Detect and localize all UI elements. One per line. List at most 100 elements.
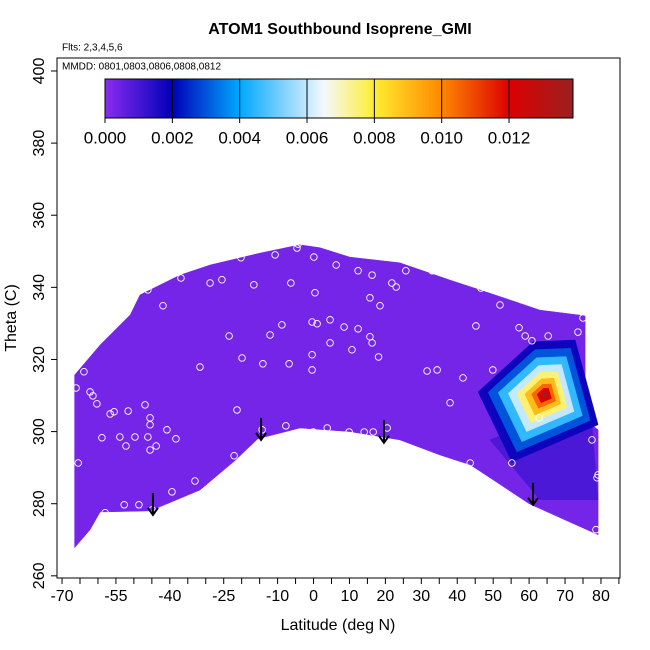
flight-point <box>446 398 454 407</box>
flight-point <box>196 363 204 371</box>
flight-point <box>287 279 295 287</box>
flight-point <box>172 435 180 443</box>
flight-point <box>521 332 529 340</box>
flight-point <box>294 240 302 248</box>
flight-point <box>237 254 245 262</box>
flight-point <box>110 408 118 416</box>
flight-point <box>326 316 334 324</box>
flight-point <box>309 428 317 436</box>
flight-point <box>588 436 596 444</box>
flight-point <box>106 410 114 418</box>
flight-point <box>345 428 353 436</box>
flight-point <box>459 374 467 382</box>
flight-point <box>120 501 128 509</box>
flight-point <box>135 501 143 509</box>
flight-point <box>311 289 319 297</box>
flight-point <box>271 251 279 259</box>
flight-point <box>89 392 97 400</box>
flight-point <box>282 422 290 430</box>
flight-point <box>354 325 362 333</box>
flight-point <box>323 424 331 432</box>
flight-point <box>116 433 124 441</box>
flight-point <box>437 455 445 464</box>
flight-point <box>177 274 185 282</box>
flight-point <box>308 318 316 326</box>
flight-point <box>528 336 536 345</box>
flight-point <box>592 525 600 534</box>
flight-point <box>152 442 160 450</box>
flight-point <box>544 332 552 340</box>
flight-point <box>310 253 318 261</box>
colorbar-tick-label: 0.008 <box>353 128 396 147</box>
x-tick-label: 20 <box>376 588 394 605</box>
flight-point <box>163 426 171 434</box>
field-level <box>541 392 548 399</box>
flight-point <box>308 351 316 359</box>
flight-point <box>388 279 396 287</box>
flight-point <box>332 261 340 269</box>
flight-point <box>477 284 485 292</box>
flight-point <box>124 407 132 415</box>
flight-point <box>313 320 321 328</box>
colorbar-tick-label: 0.002 <box>151 128 194 147</box>
flight-point <box>433 366 441 374</box>
flight-point <box>250 281 258 289</box>
y-tick-label: 260 <box>31 562 48 589</box>
x-tick-label: 70 <box>556 588 574 605</box>
chart-title: ATOM1 Southbound Isoprene_GMI <box>208 21 471 38</box>
subtitle: Flts: 2,3,4,5,6 <box>62 43 123 54</box>
flight-point <box>354 267 362 275</box>
flight-point <box>496 301 504 309</box>
flight-point <box>340 323 348 331</box>
y-tick-label: 380 <box>31 130 48 157</box>
flight-point <box>206 279 214 287</box>
colorbar <box>104 78 574 119</box>
flight-point <box>402 267 410 275</box>
flight-point <box>122 442 130 450</box>
flight-point <box>266 331 274 339</box>
flight-point <box>508 459 516 467</box>
y-tick-label: 280 <box>31 490 48 517</box>
arrow-head <box>255 432 267 442</box>
flight-point <box>146 446 154 454</box>
flight-point <box>168 488 176 496</box>
x-tick-label: 0 <box>309 588 318 605</box>
colorbar-tick-label: 0.012 <box>488 128 531 147</box>
x-tick-label: -10 <box>266 588 289 605</box>
flight-point <box>259 360 267 368</box>
flight-point <box>258 426 266 434</box>
y-axis-label: Theta (C) <box>3 284 20 352</box>
flight-point <box>218 276 226 284</box>
plot-frame <box>56 57 621 579</box>
flight-point <box>376 301 384 310</box>
flight-point <box>594 471 602 479</box>
flight-point <box>159 301 167 310</box>
flight-point <box>360 428 368 436</box>
x-tick-label: 60 <box>520 588 538 605</box>
flight-point <box>308 366 316 374</box>
x-tick-label: -70 <box>50 588 73 605</box>
flight-point <box>454 272 462 280</box>
flight-point <box>293 244 301 252</box>
flight-point <box>146 420 154 429</box>
arrow-head <box>147 507 159 517</box>
colorbar-tick-label: 0.000 <box>84 128 127 147</box>
flight-point <box>72 384 80 392</box>
x-tick-label: 40 <box>448 588 466 605</box>
flight-point <box>348 345 356 354</box>
flight-point <box>374 353 383 361</box>
flight-point <box>574 328 582 336</box>
flight-point <box>131 433 139 441</box>
flight-point <box>472 322 480 330</box>
y-tick-label: 340 <box>31 274 48 301</box>
flight-point <box>230 452 238 460</box>
x-tick-label: 50 <box>484 588 502 605</box>
x-tick-label: 10 <box>341 588 359 605</box>
colorbar-tick-label: 0.006 <box>286 128 329 147</box>
flight-point <box>80 367 88 376</box>
flight-point <box>535 414 543 422</box>
x-tick-label: 30 <box>412 588 430 605</box>
flight-point <box>368 339 376 347</box>
flight-point <box>141 401 149 409</box>
